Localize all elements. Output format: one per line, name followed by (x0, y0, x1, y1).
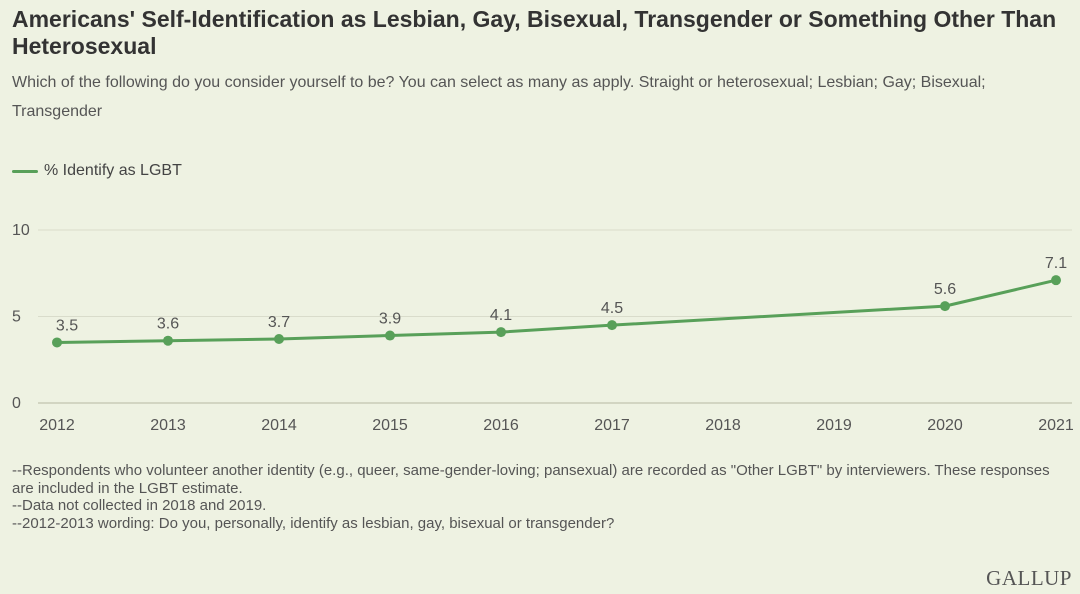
legend-label: % Identify as LGBT (44, 162, 182, 179)
x-tick-label: 2012 (39, 417, 75, 434)
data-point (940, 301, 950, 312)
data-label: 3.9 (379, 311, 401, 328)
legend: % Identify as LGBT (12, 160, 182, 182)
x-tick-label: 2021 (1038, 417, 1074, 434)
x-tick-label: 2014 (261, 417, 297, 434)
data-point (274, 333, 284, 344)
data-point (52, 337, 62, 348)
data-label: 7.1 (1045, 255, 1067, 272)
x-tick-label: 2020 (927, 417, 963, 434)
x-tick-label: 2015 (372, 417, 408, 434)
data-label: 5.6 (934, 281, 956, 298)
data-point (163, 335, 173, 346)
x-tick-label: 2016 (483, 417, 519, 434)
legend-swatch (12, 169, 38, 173)
data-label: 4.5 (601, 300, 623, 317)
data-point (496, 327, 506, 338)
gallup-logo: GALLUP (986, 566, 1072, 590)
y-tick-label: 10 (12, 222, 30, 239)
series-line (55, 278, 1058, 344)
x-tick-label: 2018 (705, 417, 741, 434)
data-label: 3.7 (268, 314, 290, 331)
footnote: --Data not collected in 2018 and 2019. (12, 497, 267, 514)
data-label: 4.1 (490, 307, 512, 324)
data-label: 3.5 (56, 317, 78, 334)
y-tick-label: 0 (12, 395, 21, 412)
footnotes: --Respondents who volunteer another iden… (12, 462, 1072, 532)
chart-subtitle: Which of the following do you consider y… (12, 74, 986, 120)
x-tick-label: 2017 (594, 417, 630, 434)
x-tick-label: 2019 (816, 417, 852, 434)
y-tick-label: 5 (12, 309, 21, 326)
data-point (607, 320, 617, 331)
x-tick-label: 2013 (150, 417, 186, 434)
data-point (1051, 275, 1061, 286)
data-point (385, 330, 395, 341)
footnote: --Respondents who volunteer another iden… (12, 462, 1050, 497)
footnote: --2012-2013 wording: Do you, personally,… (12, 514, 615, 532)
data-label: 3.6 (157, 316, 179, 333)
chart-title: Americans' Self-Identification as Lesbia… (12, 6, 1057, 59)
